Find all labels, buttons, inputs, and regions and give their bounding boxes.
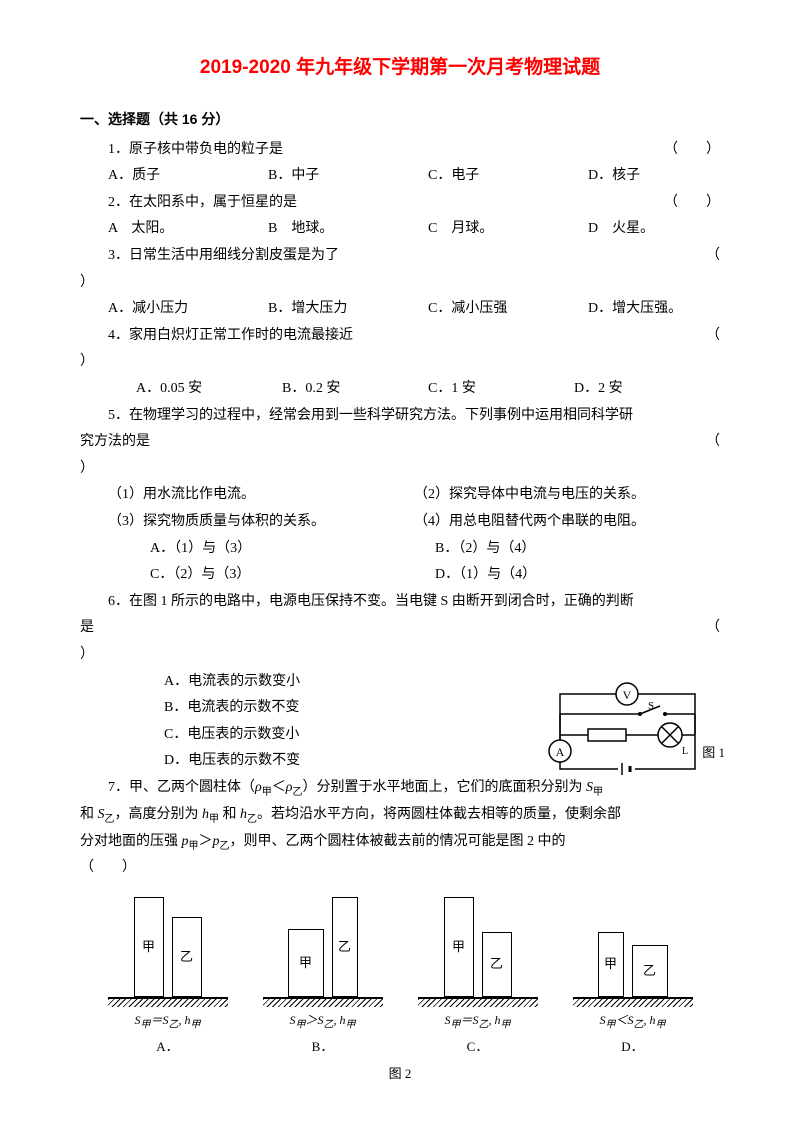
q5-close: ） (80, 456, 720, 483)
q5-s4: （4）用总电阻替代两个串联的电阻。 (414, 509, 720, 536)
q6-body: A．电流表的示数变小 B．电流表的示数不变 C．电压表的示数变小 D．电压表的示… (80, 669, 720, 775)
section-header: 一、选择题（共 16 分） (80, 106, 720, 133)
fig2-label: 图 2 (80, 1062, 720, 1087)
q6-paren: （ (706, 615, 720, 642)
q7-l2d: 。若均沿水平方向，将两圆柱体截去相等的质量，使剩余部 (257, 807, 621, 822)
q1-opt-a: A．质子 (80, 163, 240, 190)
q2-paren: （ ） (636, 190, 720, 217)
q4-opt-d: D．2 安 (574, 376, 720, 403)
q5-options: A．（1）与（3） B．（2）与（4） C．（2）与（3） D．（1）与（4） (80, 536, 720, 589)
letter-d: D． (621, 1035, 643, 1060)
cyl-c-yi: 乙 (482, 932, 512, 997)
cap-b: S甲＞S乙, h甲 (289, 1009, 355, 1034)
q1-paren: （ ） (636, 137, 720, 164)
q3-paren: （ (678, 243, 720, 270)
q6-line2: 是 （ (80, 615, 720, 642)
cylinder-group-d: 甲 乙 S甲＜S乙, h甲 D． (563, 892, 703, 1060)
q6-stem2: 是 (80, 620, 94, 635)
q3-opt-a: A．减小压力 (80, 296, 240, 323)
q1-opt-b: B．中子 (240, 163, 400, 190)
q1-text: 1．原子核中带负电的粒子是 （ ） (80, 137, 720, 164)
q6-line1: 6．在图 1 所示的电路中，电源电压保持不变。当电键 S 由断开到闭合时，正确的… (80, 589, 720, 616)
q4-close: ） (80, 349, 720, 376)
letter-c: C． (467, 1035, 489, 1060)
q5-line1: 5．在物理学习的过程中，经常会用到一些科学研究方法。下列事例中运用相同科学研 (80, 403, 720, 430)
q7-paren: （ ） (80, 855, 720, 882)
letter-a: A． (156, 1035, 178, 1060)
q7-l2c: 和 (219, 807, 240, 822)
cylinder-group-c: 甲 乙 S甲＝S乙, h甲 C． (408, 892, 548, 1060)
q3-text: 3．日常生活中用细线分割皮蛋是为了 （ (80, 243, 720, 270)
q1-opt-c: C．电子 (400, 163, 560, 190)
q6-close: ） (80, 642, 720, 669)
cyl-d-jia: 甲 (598, 932, 624, 997)
q2-opt-b: B 地球。 (240, 216, 400, 243)
q3-opt-b: B．增大压力 (240, 296, 400, 323)
cap-c: S甲＝S乙, h甲 (444, 1009, 510, 1034)
q5-stem2: 究方法的是 (80, 434, 150, 449)
svg-text:A: A (556, 745, 565, 759)
q7-line3: 分对地面的压强 p甲＞p乙，则甲、乙两个圆柱体被截去前的情况可能是图 2 中的 (80, 829, 720, 856)
cap-a: S甲＝S乙, h甲 (134, 1009, 200, 1034)
q5-s2: （2）探究导体中电流与电压的关系。 (414, 482, 720, 509)
cap-d: S甲＜S乙, h甲 (599, 1009, 665, 1034)
cyl-d-yi: 乙 (632, 945, 668, 997)
q4-opt-a: A．0.05 安 (136, 376, 282, 403)
cyl-a-jia: 甲 (134, 897, 164, 997)
cylinders-figure: 甲 乙 S甲＝S乙, h甲 A． 甲 乙 S甲＞S乙, h甲 B． 甲 乙 S甲… (80, 892, 720, 1060)
svg-text:L: L (682, 746, 688, 757)
q7-l2a: 和 (80, 807, 98, 822)
q5-opt-c: C．（2）与（3） (150, 562, 435, 589)
q5-opt-d: D．（1）与（4） (435, 562, 720, 589)
q4-opt-b: B．0.2 安 (282, 376, 428, 403)
fig1-label: 图 1 (702, 741, 725, 766)
q4-stem: 4．家用白炽灯正常工作时的电流最接近 (108, 328, 353, 343)
q2-opt-a: A 太阳。 (80, 216, 240, 243)
q5-opt-a: A．（1）与（3） (150, 536, 435, 563)
q2-opt-d: D 火星。 (560, 216, 720, 243)
q4-text: 4．家用白炽灯正常工作时的电流最接近 （ (80, 323, 720, 350)
q2-options: A 太阳。 B 地球。 C 月球。 D 火星。 (80, 216, 720, 243)
page-title: 2019-2020 年九年级下学期第一次月考物理试题 (80, 50, 720, 86)
q7-l2b: ，高度分别为 (115, 807, 203, 822)
q2-opt-c: C 月球。 (400, 216, 560, 243)
cyl-c-jia: 甲 (444, 897, 474, 997)
svg-text:S: S (648, 700, 654, 712)
q7-l1a: 7．甲、乙两个圆柱体（ (108, 780, 255, 795)
q5-statements-1: （1）用水流比作电流。 （2）探究导体中电流与电压的关系。 (80, 482, 720, 509)
q4-options: A．0.05 安 B．0.2 安 C．1 安 D．2 安 (80, 376, 720, 403)
q3-options: A．减小压力 B．增大压力 C．减小压强 D．增大压强。 (80, 296, 720, 323)
q4-opt-c: C．1 安 (428, 376, 574, 403)
cylinder-group-b: 甲 乙 S甲＞S乙, h甲 B． (253, 892, 393, 1060)
svg-text:V: V (623, 688, 632, 702)
q7-l3b: ，则甲、乙两个圆柱体被截去前的情况可能是图 2 中的 (230, 834, 566, 849)
letter-b: B． (312, 1035, 334, 1060)
cylinder-group-a: 甲 乙 S甲＝S乙, h甲 A． (98, 892, 238, 1060)
q5-paren: （ (706, 429, 720, 456)
q7-l3a: 分对地面的压强 (80, 834, 182, 849)
q4-paren: （ (678, 323, 720, 350)
q5-line2: 究方法的是 （ (80, 429, 720, 456)
q1-stem: 1．原子核中带负电的粒子是 (108, 142, 283, 157)
q2-text: 2．在太阳系中，属于恒星的是 （ ） (80, 190, 720, 217)
q5-opt-b: B．（2）与（4） (435, 536, 720, 563)
q7-line2: 和 S乙，高度分别为 h甲 和 h乙。若均沿水平方向，将两圆柱体截去相等的质量，… (80, 802, 720, 829)
q2-stem: 2．在太阳系中，属于恒星的是 (108, 195, 297, 210)
circuit-diagram: V S L A (540, 679, 720, 795)
q1-opt-d: D．核子 (560, 163, 720, 190)
cyl-b-jia: 甲 (288, 929, 324, 997)
q3-opt-d: D．增大压强。 (560, 296, 720, 323)
q3-stem: 3．日常生活中用细线分割皮蛋是为了 (108, 248, 339, 263)
q3-opt-c: C．减小压强 (400, 296, 560, 323)
q1-options: A．质子 B．中子 C．电子 D．核子 (80, 163, 720, 190)
q5-statements-2: （3）探究物质质量与体积的关系。 （4）用总电阻替代两个串联的电阻。 (80, 509, 720, 536)
cyl-b-yi: 乙 (332, 897, 358, 997)
cyl-a-yi: 乙 (172, 917, 202, 997)
q3-close: ） (80, 270, 720, 297)
q5-s3: （3）探究物质质量与体积的关系。 (108, 509, 414, 536)
q5-s1: （1）用水流比作电流。 (108, 482, 414, 509)
